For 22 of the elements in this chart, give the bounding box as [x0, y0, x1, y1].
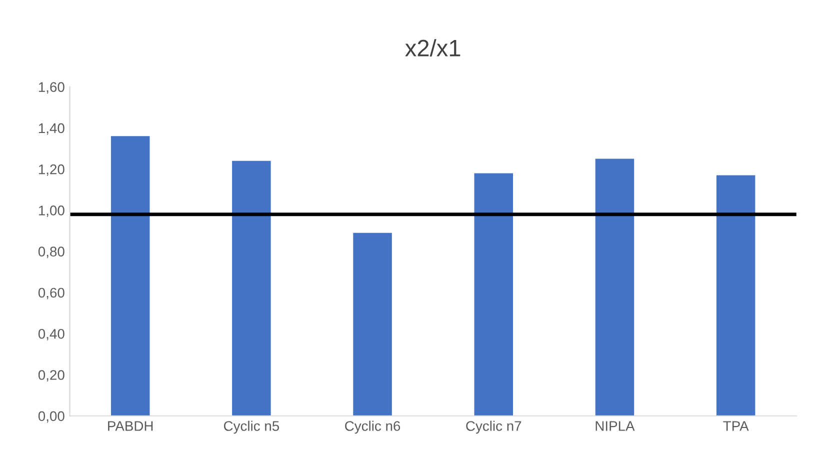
x-tick-label: Cyclic n7	[466, 420, 522, 434]
x-tick-label: Cyclic n5	[224, 420, 280, 434]
x-tick-label: NIPLA	[596, 421, 635, 431]
bar	[595, 158, 634, 416]
y-tick-label: 0,40	[38, 328, 64, 340]
y-tick-label: 0,80	[38, 246, 64, 258]
x-tick-label: PABDH	[108, 421, 153, 431]
bar	[353, 232, 392, 416]
bar	[474, 173, 513, 416]
y-tick-label: 1,20	[38, 164, 64, 176]
y-tick-label: 0,00	[38, 411, 64, 423]
x-tick-label: TPA	[723, 421, 749, 431]
y-tick-label: 0,60	[38, 288, 64, 300]
y-tick-label: 1,00	[38, 206, 64, 218]
y-tick-label: 1,40	[38, 123, 64, 135]
y-tick-label: 1,60	[38, 82, 64, 94]
bar	[716, 175, 756, 416]
y-tick-label: 0,20	[38, 370, 64, 382]
x-tick-label: Cyclic n6	[345, 420, 400, 434]
bar	[232, 160, 271, 416]
bar	[110, 136, 150, 416]
chart-title: x2/x1	[405, 39, 460, 57]
